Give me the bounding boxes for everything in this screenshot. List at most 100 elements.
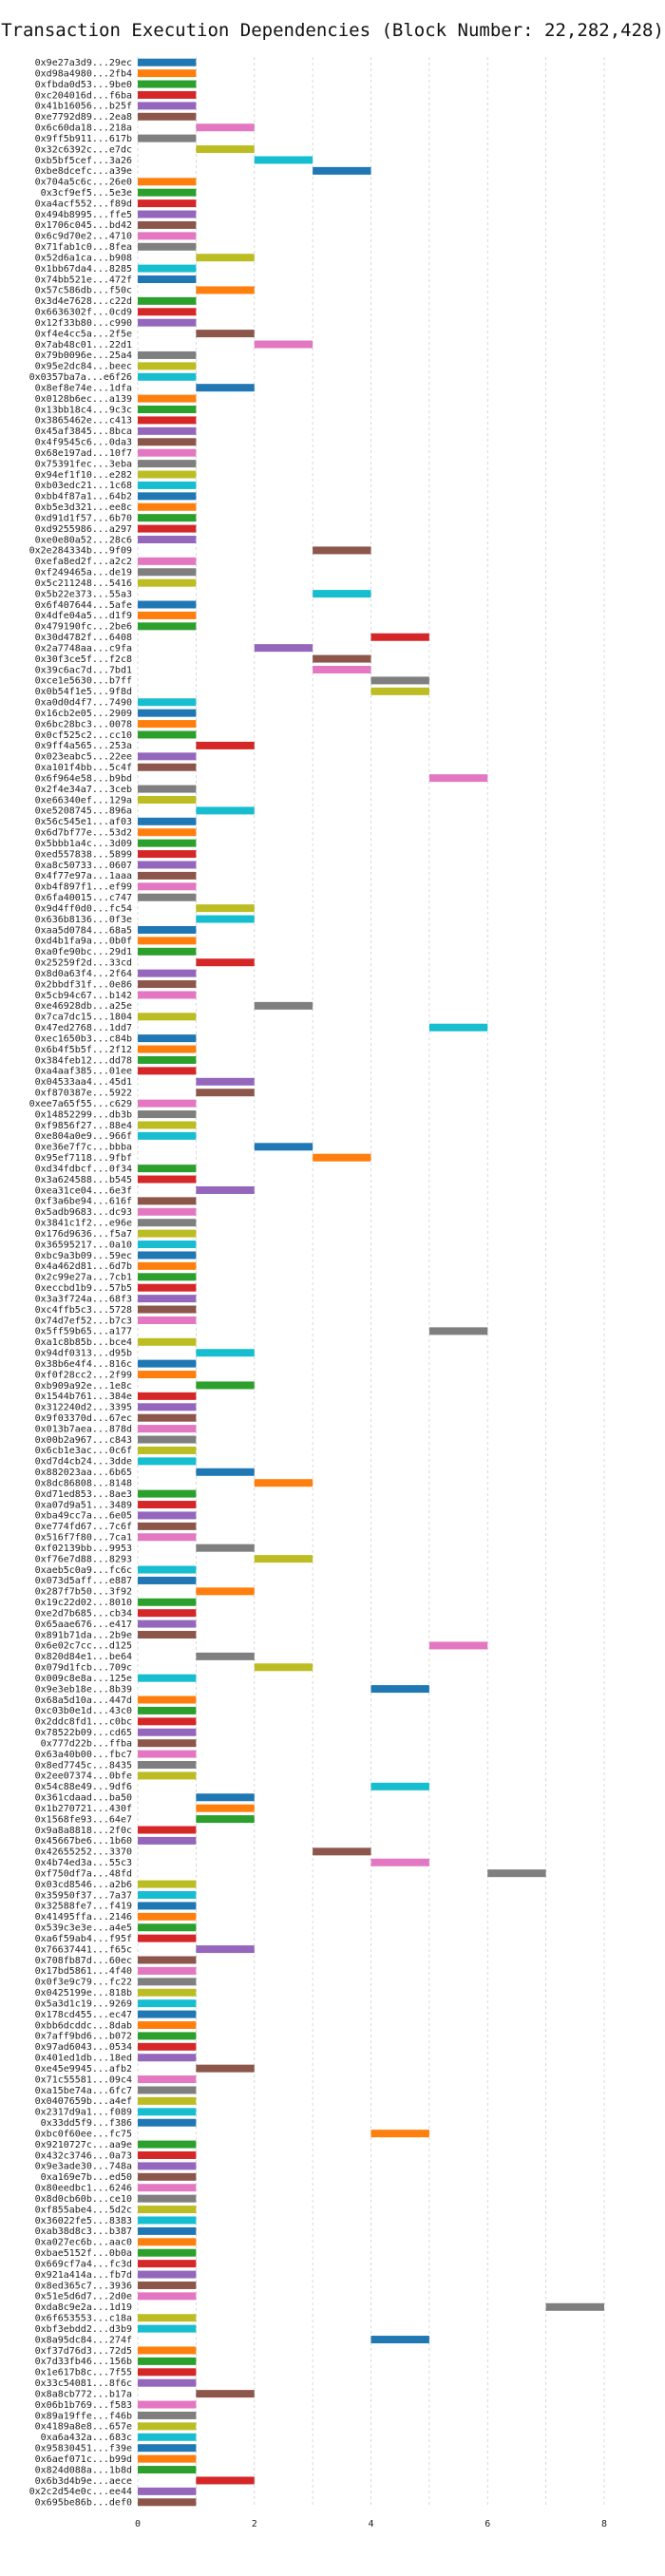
chart-title: Transaction Execution Dependencies (Bloc…: [1, 20, 664, 41]
tx-bar: [138, 1131, 197, 1140]
tx-bar: [428, 1641, 488, 1650]
tx-label: 0x9e27a3d9...29ec: [35, 58, 132, 68]
tx-label: 0x0cf525c2...cc10: [35, 730, 132, 741]
tx-bar: [138, 372, 197, 381]
tx-label: 0xa027ec6b...aac0: [35, 2238, 132, 2248]
tx-bar: [138, 1055, 197, 1064]
tx-label: 0xa169e7b...ed50: [41, 2172, 132, 2183]
tx-bar: [138, 1923, 197, 1932]
tx-bar: [313, 1847, 371, 1856]
tx-bar: [138, 308, 197, 316]
tx-bar: [370, 687, 429, 695]
tx-label: 0xa07d9a51...3489: [35, 1500, 132, 1510]
tx-label: 0x6aef071c...b99d: [35, 2454, 132, 2465]
tx-bar: [138, 1110, 197, 1119]
tx-bar: [138, 210, 197, 218]
tx-bar: [196, 286, 255, 294]
tx-label: 0x71fab1c0...8fea: [35, 242, 132, 253]
tx-bar: [138, 1999, 197, 2008]
tx-label: 0x41b16056...b25f: [35, 102, 132, 112]
tx-label: 0x33c54081...8f6c: [35, 2378, 132, 2389]
tx-bar: [313, 1153, 371, 1162]
tx-label: 0xb909a92e...1e8c: [35, 1381, 132, 1392]
tx-bar: [138, 2172, 197, 2181]
tx-label: 0xf855abe4...5d2c: [35, 2205, 132, 2215]
tx-bar: [138, 2454, 197, 2463]
tx-bar: [138, 1674, 197, 1682]
tx-label: 0x14852299...db3b: [35, 1109, 132, 1120]
tx-label: 0xeccbd1b9...57b5: [35, 1283, 132, 1294]
tx-bar: [138, 578, 197, 587]
tx-bar: [138, 460, 197, 468]
tx-bar: [138, 2411, 197, 2419]
tx-bar: [196, 123, 255, 132]
tx-bar: [428, 774, 488, 783]
tx-bar: [138, 730, 197, 739]
tx-label: 0x6b3d4b9e...aece: [35, 2476, 132, 2487]
tx-label: 0x33dd5f9...f386: [41, 2118, 132, 2129]
tx-bar: [138, 1522, 197, 1530]
tx-label: 0x71c55581...09c4: [35, 2074, 132, 2085]
tx-label: 0xa101f4bb...5c4f: [35, 763, 132, 773]
tx-label: 0x636b8136...0f3e: [35, 915, 132, 925]
tx-label: 0x78522b09...cd65: [35, 1728, 132, 1738]
tx-bar: [138, 536, 197, 544]
tx-label: 0x287f7b50...3f92: [35, 1587, 132, 1598]
tx-bar: [138, 2216, 197, 2225]
tx-bar: [138, 893, 197, 901]
tx-bar: [196, 1468, 255, 1476]
tx-bar: [138, 69, 197, 78]
tx-bar: [138, 1371, 197, 1379]
tx-bar: [138, 2194, 197, 2203]
tx-bar: [138, 362, 197, 370]
tx-label: 0x4f77e97a...1aaa: [35, 871, 132, 881]
tx-label: 0x7ab48c01...22d1: [35, 340, 132, 350]
tx-label: 0xc204016d...f6ba: [35, 90, 132, 101]
tx-label: 0x891b71da...2b9e: [35, 1630, 132, 1640]
x-tick-label: 8: [601, 2519, 607, 2529]
tx-label: 0x8ed365c7...3936: [35, 2281, 132, 2291]
tx-bar: [138, 470, 197, 479]
tx-bar: [138, 394, 197, 403]
tx-bar: [487, 1869, 546, 1878]
tx-label: 0x4189a8e8...657e: [35, 2422, 132, 2433]
tx-label: 0xf37d76d3...72d5: [35, 2346, 132, 2357]
tx-label: 0xf4e4cc5a...2f5e: [35, 329, 132, 339]
tx-label: 0x39c6ac7d...7bd1: [35, 665, 132, 675]
tx-label: 0x74d7ef52...b7c3: [35, 1316, 132, 1326]
tx-label: 0x7aff9bd6...b072: [35, 2032, 132, 2042]
tx-label: 0xbe8dcefc...a39e: [35, 166, 132, 177]
tx-bar: [138, 416, 197, 425]
tx-bar: [138, 1295, 197, 1303]
tx-label: 0x9d4ff0d0...fc54: [35, 903, 132, 914]
tx-label: 0x7d33fb46...156b: [35, 2357, 132, 2367]
tx-bar: [138, 2206, 197, 2214]
tx-bar: [138, 2270, 197, 2279]
tx-label: 0xc4ffb5c3...5728: [35, 1305, 132, 1316]
tx-label: 0x2ddc8fd1...c0bc: [35, 1717, 132, 1728]
tx-bar: [138, 1880, 197, 1888]
tx-label: 0x013b7aea...878d: [35, 1424, 132, 1434]
tx-bar: [138, 514, 197, 522]
tx-bar: [138, 1750, 197, 1758]
tx-label: 0xa4aaf385...01ee: [35, 1067, 132, 1077]
tx-bar: [138, 947, 197, 956]
tx-bar: [138, 937, 197, 945]
bars: [138, 58, 604, 2507]
tx-bar: [138, 1229, 197, 1238]
tx-bar: [138, 1067, 197, 1075]
tx-label: 0x36022fe5...8383: [35, 2216, 132, 2226]
tx-bar: [138, 1034, 197, 1043]
tx-label: 0x2ee07374...0bfe: [35, 1771, 132, 1782]
tx-label: 0xbf3ebdd2...d3b9: [35, 2324, 132, 2335]
tx-label: 0xe45e9945...afb2: [35, 2064, 132, 2074]
tx-label: 0x4f9545c6...0da3: [35, 438, 132, 448]
tx-bar: [138, 698, 197, 707]
tx-bar: [138, 1619, 197, 1628]
y-tick-labels: 0x9e27a3d9...29ec0xd98a4980...2fb40xfbda…: [29, 58, 132, 2509]
tx-bar: [138, 1511, 197, 1520]
tx-bar: [254, 156, 314, 164]
tx-label: 0x13bb18c4...9c3c: [35, 405, 132, 415]
tx-label: 0xa0d0d4f7...7490: [35, 698, 132, 709]
tx-label: 0x8d0cb60b...ce10: [35, 2194, 132, 2205]
